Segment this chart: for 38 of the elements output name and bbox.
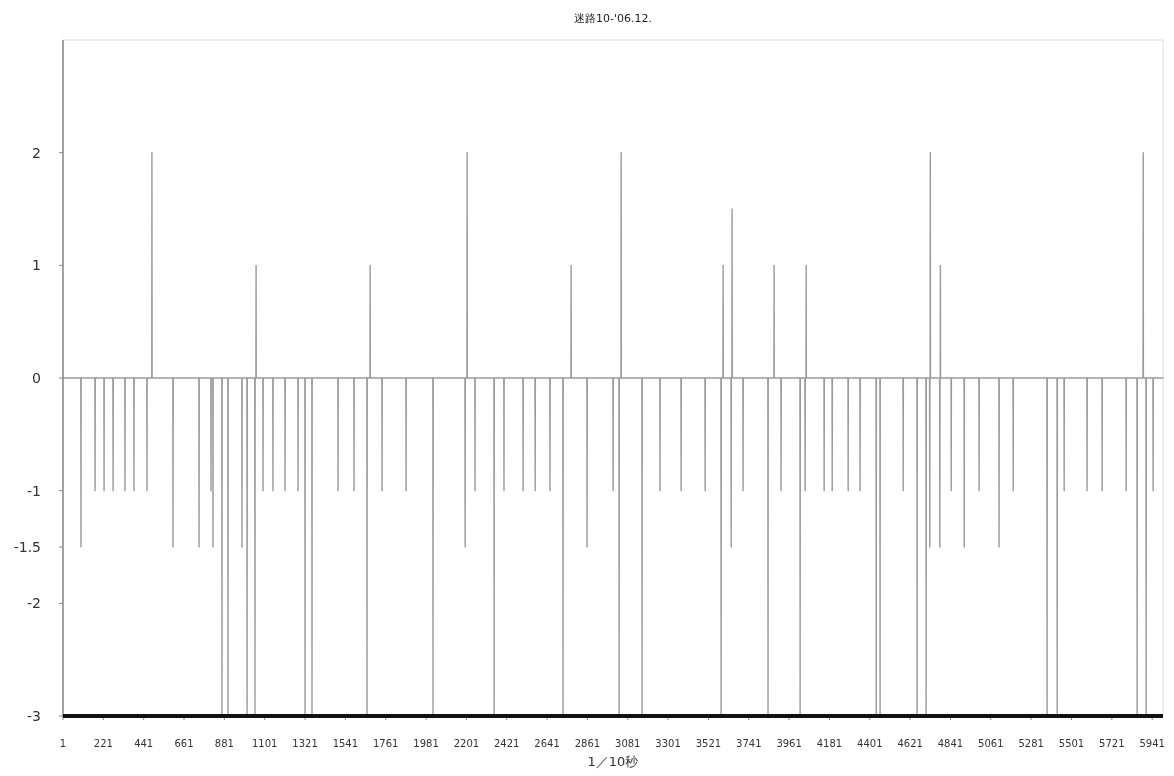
x-tick-label: 5941	[1139, 738, 1165, 749]
x-tick-label: 5721	[1099, 738, 1125, 749]
y-tick-label: 0	[32, 370, 41, 386]
x-tick-label: 4841	[937, 738, 964, 749]
x-tick-label: 3521	[695, 738, 722, 749]
x-tick-label: 2641	[534, 738, 560, 749]
x-tick-label: 5281	[1018, 738, 1044, 749]
x-tick-label: 3301	[655, 738, 681, 749]
x-tick-label: 4401	[857, 738, 883, 749]
x-tick-label: 5501	[1058, 738, 1085, 749]
y-tick-label: -1	[27, 482, 41, 499]
y-tick-label: 1	[32, 257, 41, 274]
y-tick-label: -2	[27, 595, 41, 612]
x-axis-title: 1／10秒	[587, 754, 639, 769]
x-tick-label: 4181	[816, 738, 843, 749]
chart-title: 迷路10-'06.12.	[574, 12, 652, 25]
x-tick-label: 881	[214, 738, 234, 749]
x-tick-label: 1321	[292, 738, 318, 749]
x-tick-label: 1541	[332, 738, 359, 749]
x-tick-label: 1981	[413, 738, 439, 749]
x-tick-label: 661	[174, 738, 194, 749]
x-tick-label: 1101	[251, 738, 278, 749]
x-tick-label: 5061	[978, 738, 1004, 749]
x-tick-label: 441	[134, 738, 154, 749]
y-tick-label: -3	[27, 708, 41, 724]
line-series	[62, 151, 1164, 717]
x-tick-label: 2421	[494, 738, 520, 749]
y-tick-label: 2	[32, 144, 41, 161]
x-tick-label: 4621	[897, 738, 923, 749]
y-tick-label: -1.5	[13, 539, 41, 555]
x-tick-label: 1	[59, 738, 67, 749]
x-tick-label: 2861	[574, 738, 601, 749]
x-tick-label: 221	[93, 738, 113, 749]
x-tick-label: 2201	[453, 738, 480, 749]
x-tick-label: 1761	[372, 738, 399, 749]
x-tick-label: 3081	[615, 738, 641, 749]
x-tick-label: 3741	[736, 738, 762, 749]
x-tick-label: 3961	[776, 738, 802, 749]
